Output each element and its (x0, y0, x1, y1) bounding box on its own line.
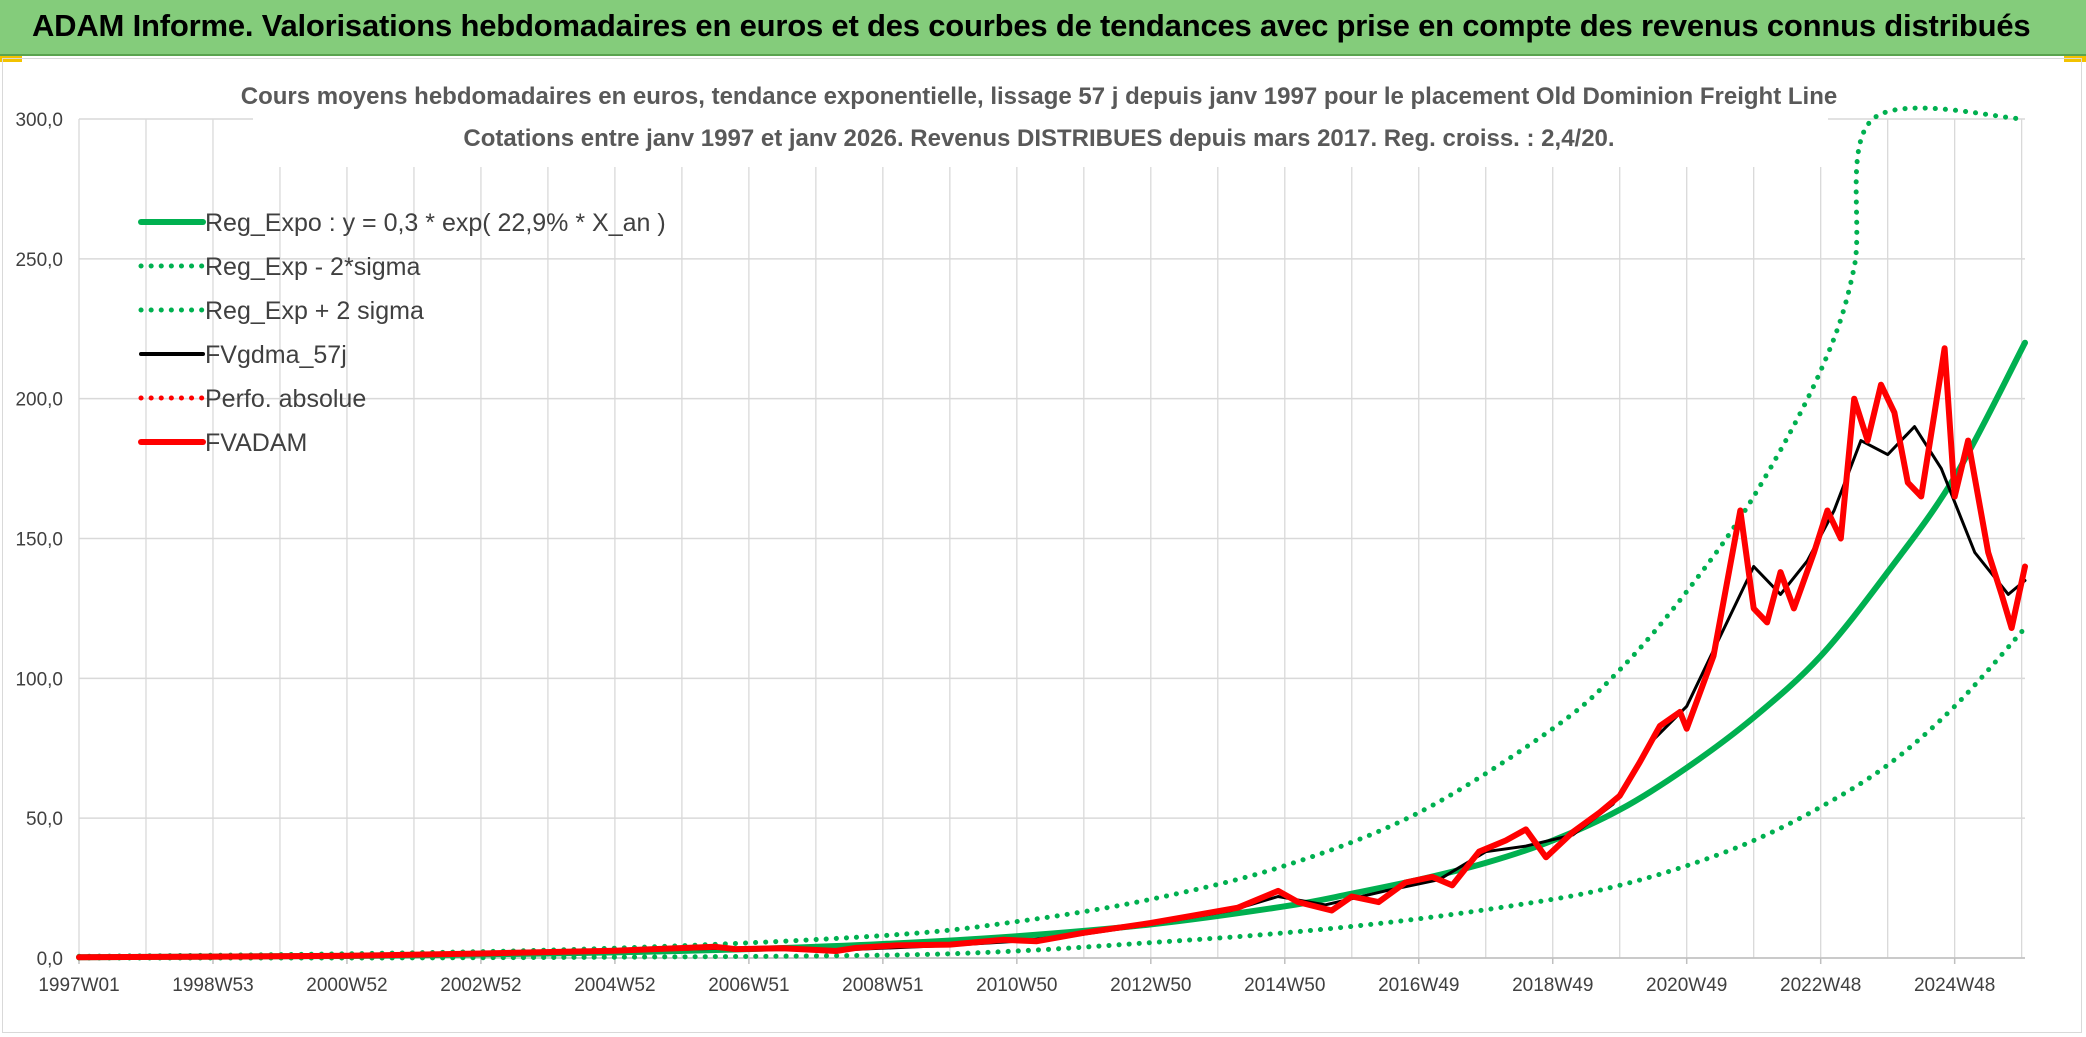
x-tick-label: 2016W49 (1378, 975, 1459, 996)
legend-label: Perfo. absolue (205, 385, 366, 413)
y-tick-label: 300,0 (15, 110, 63, 131)
legend-item: FVgdma_57j (139, 341, 347, 369)
legend-item: Perfo. absolue (138, 385, 366, 413)
x-tick-label: 2006W51 (708, 975, 789, 996)
y-tick-label: 0,0 (37, 949, 63, 970)
x-tick-label: 2022W48 (1780, 975, 1861, 996)
legend-item: Reg_Expo : y = 0,3 * exp( 22,9% * X_an ) (138, 209, 666, 237)
legend-label: Reg_Exp + 2 sigma (205, 297, 424, 325)
trend-chart: 0,0 50,0 100,0 150,0 200,0 250,0 300,0 1997W01 1… (15, 61, 2028, 996)
fvgdma-57j-line (77, 425, 2027, 959)
y-tick-label: 250,0 (15, 250, 63, 271)
corner-marker-left (0, 56, 22, 62)
chart-legend: Reg_Expo : y = 0,3 * exp( 22,9% * X_an )… (138, 209, 666, 457)
x-tick-label: 2002W52 (440, 975, 521, 996)
legend-label: Reg_Exp - 2*sigma (205, 253, 420, 281)
legend-label: FVgdma_57j (205, 341, 347, 369)
chart-title: Cours moyens hebdomadaires en euros, ten… (241, 83, 1837, 110)
chart-title-background (253, 61, 1828, 167)
legend-item: FVADAM (138, 429, 307, 457)
y-tick-label: 200,0 (15, 390, 63, 411)
x-tick-label: 2018W49 (1512, 975, 1593, 996)
legend-label: Reg_Expo : y = 0,3 * exp( 22,9% * X_an ) (205, 209, 666, 237)
y-tick-label: 50,0 (26, 809, 63, 830)
x-tick-label: 2020W49 (1646, 975, 1727, 996)
report-title: ADAM Informe. Valorisations hebdomadaire… (32, 8, 2031, 43)
report-banner: ADAM Informe. Valorisations hebdomadaire… (0, 0, 2086, 56)
x-tick-label: 2004W52 (574, 975, 655, 996)
y-tick-label: 150,0 (15, 530, 63, 551)
reg-exp-minus-2sigma-line (76, 625, 2028, 961)
chart-area: 0,0 50,0 100,0 150,0 200,0 250,0 300,0 1997W01 1… (2, 58, 2082, 1033)
corner-marker-right (2064, 56, 2086, 62)
x-tick-label: 1998W53 (172, 975, 253, 996)
x-tick-label: 2000W52 (306, 975, 387, 996)
x-tick-label: 2024W48 (1914, 975, 1995, 996)
x-tick-label: 2012W50 (1110, 975, 1191, 996)
axes: 0,0 50,0 100,0 150,0 200,0 250,0 300,0 1997W01 1… (15, 110, 2025, 996)
legend-label: FVADAM (205, 429, 307, 457)
x-tick-label: 1997W01 (38, 975, 119, 996)
grid-lines (78, 118, 2025, 959)
legend-item: Reg_Exp + 2 sigma (138, 297, 424, 325)
legend-item: Reg_Exp - 2*sigma (138, 253, 420, 281)
series-lines (76, 105, 2028, 961)
x-tick-label: 2014W50 (1244, 975, 1325, 996)
fvadam-line (76, 345, 2028, 961)
x-tick-label: 2010W50 (976, 975, 1057, 996)
chart-subtitle: Cotations entre janv 1997 et janv 2026. … (463, 125, 1614, 152)
reg-expo-line (76, 339, 2028, 961)
y-tick-label: 100,0 (15, 669, 63, 690)
x-tick-label: 2008W51 (842, 975, 923, 996)
